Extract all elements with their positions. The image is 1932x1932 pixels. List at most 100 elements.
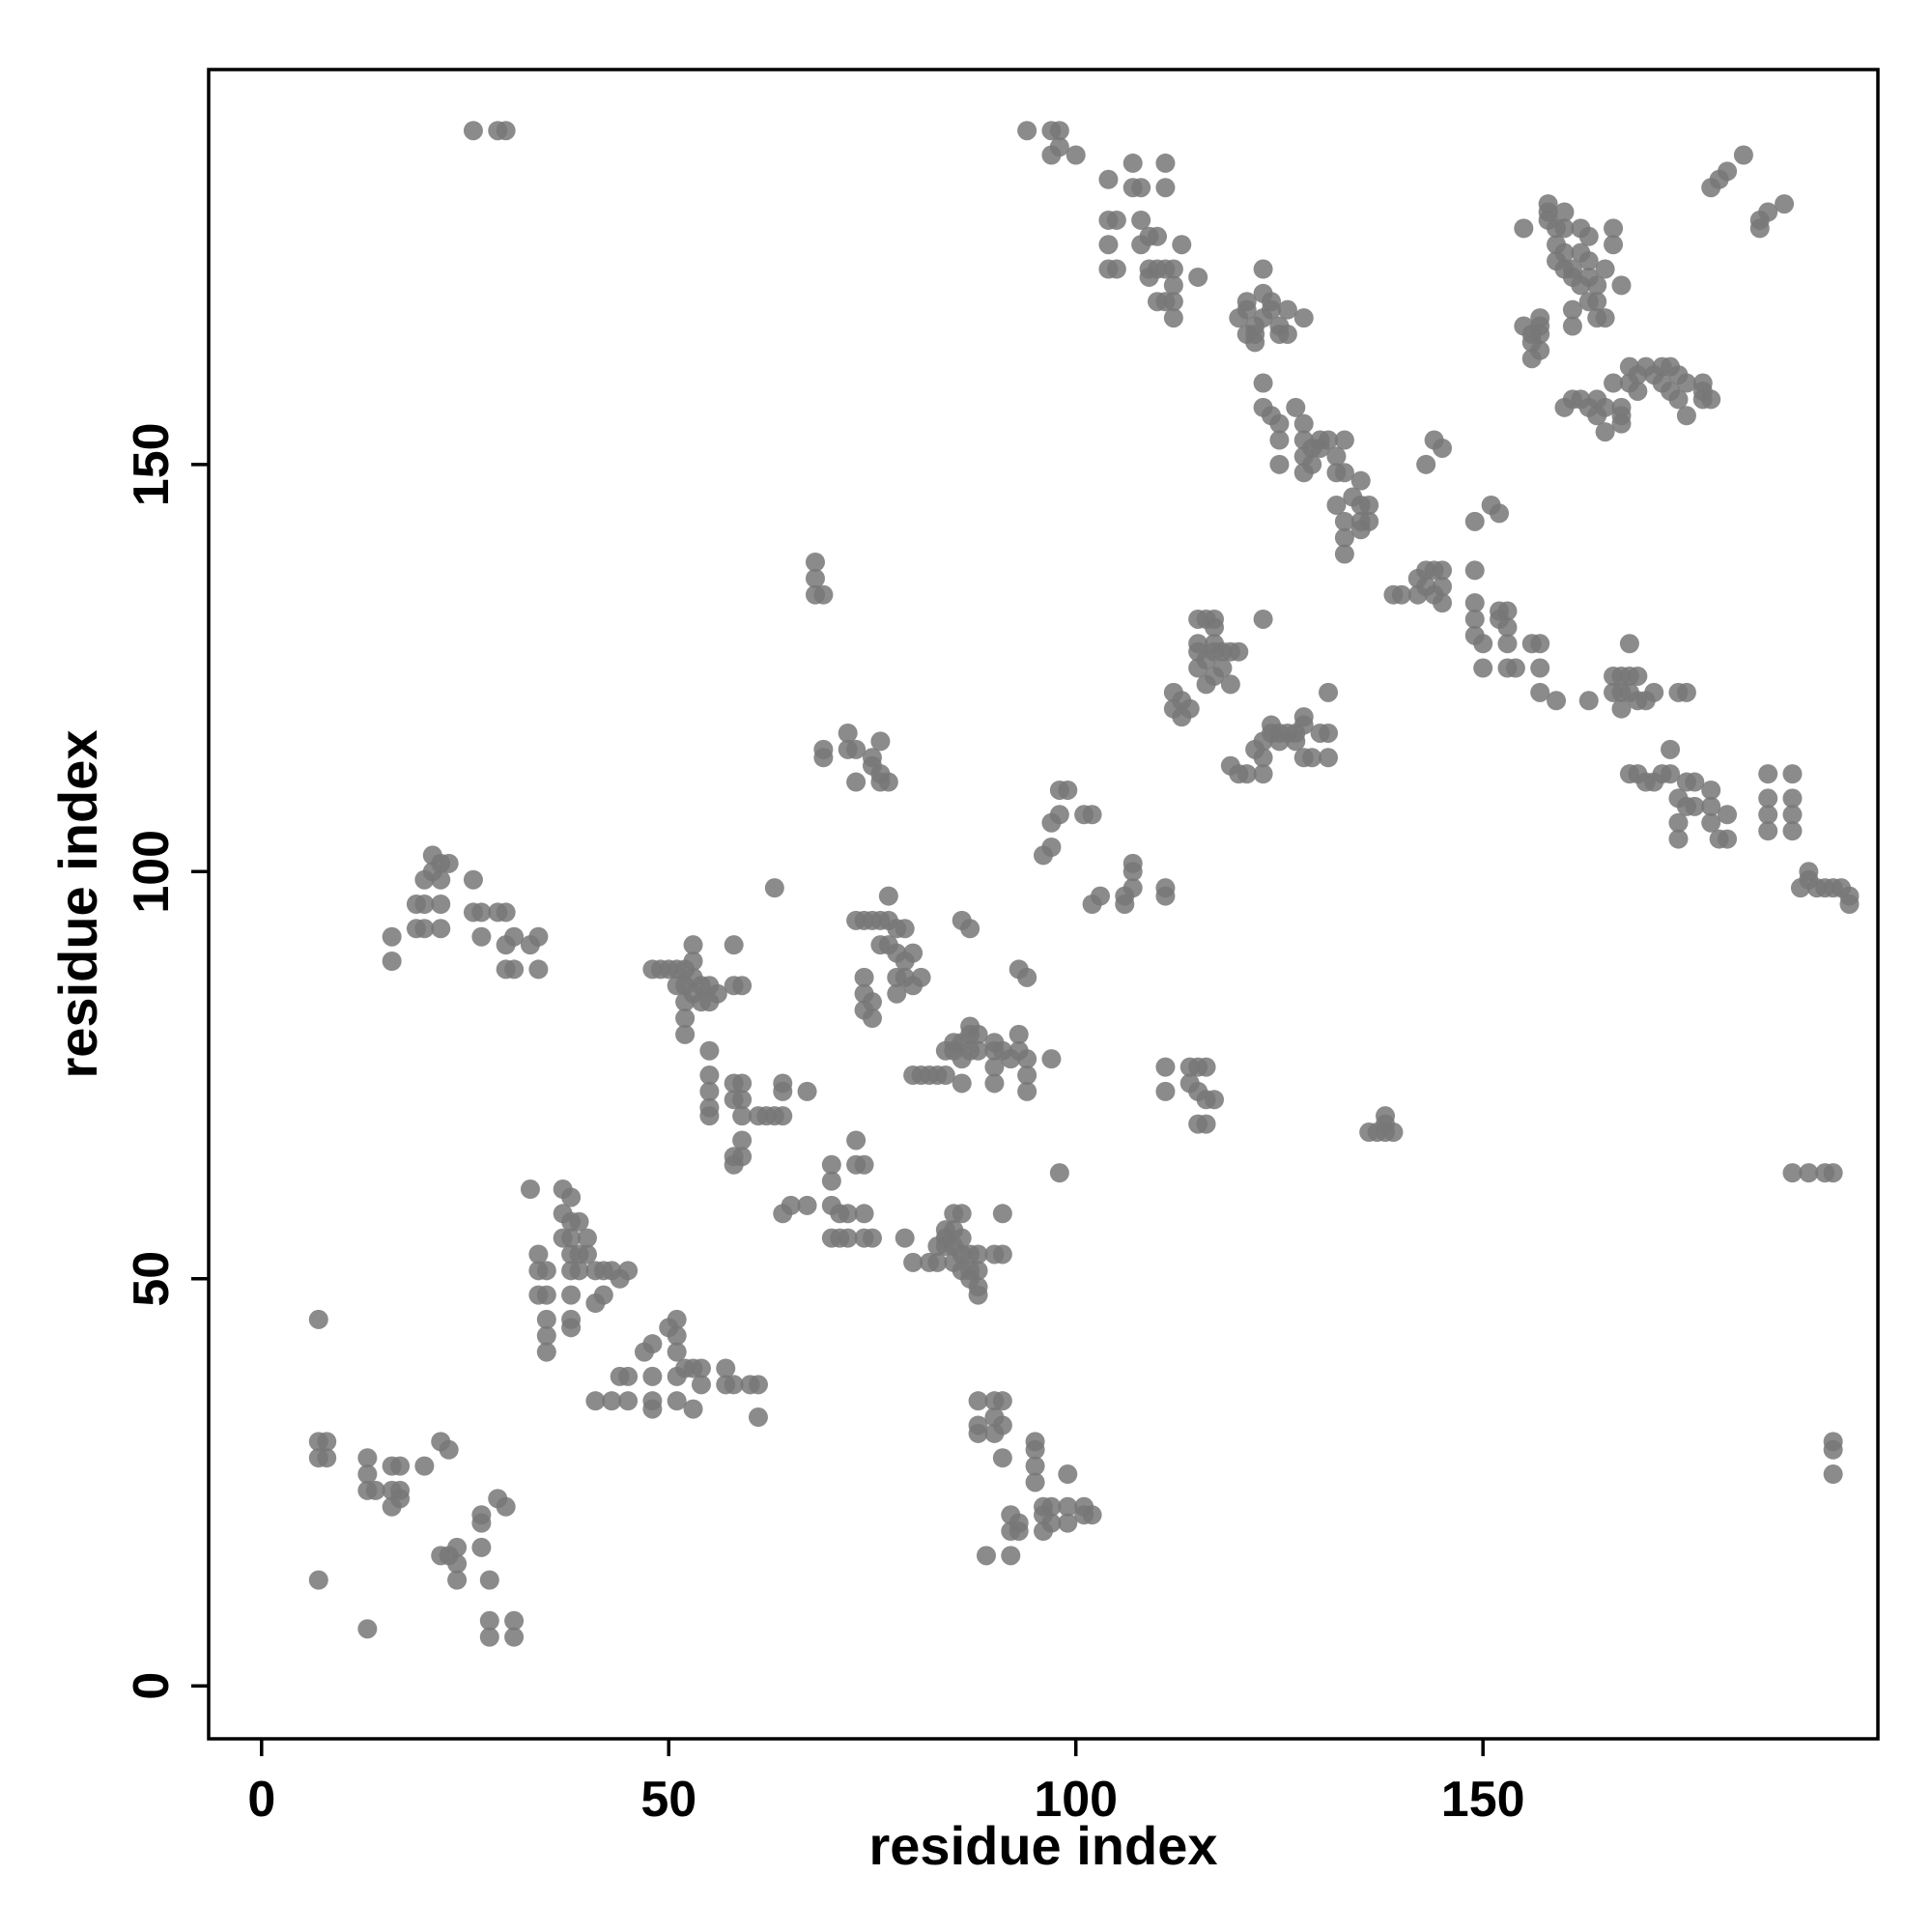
data-point <box>357 1464 378 1485</box>
data-point <box>561 1228 582 1248</box>
data-point <box>1464 593 1485 613</box>
data-point <box>1758 805 1778 825</box>
data-points <box>308 121 1860 1647</box>
data-point <box>1262 299 1282 320</box>
data-point <box>1578 251 1599 271</box>
data-point <box>1041 837 1062 857</box>
data-point <box>968 1285 988 1305</box>
data-point <box>854 1154 874 1175</box>
plot-frame <box>207 68 1880 1741</box>
data-point <box>390 1489 411 1509</box>
data-point <box>1676 682 1696 702</box>
data-point <box>536 1285 556 1305</box>
data-point <box>536 1325 556 1346</box>
data-point <box>813 739 834 759</box>
data-point <box>1302 748 1322 768</box>
data-point <box>862 748 882 768</box>
data-point <box>732 1130 753 1151</box>
data-point <box>1733 145 1753 165</box>
data-point <box>1554 242 1575 263</box>
data-point <box>577 1228 597 1248</box>
data-point <box>878 772 898 792</box>
data-point <box>1676 373 1696 393</box>
data-point <box>561 1187 582 1208</box>
data-point <box>732 1090 753 1110</box>
data-point <box>1758 202 1778 222</box>
data-point <box>1106 259 1126 279</box>
data-point <box>1253 373 1273 393</box>
data-point <box>1464 511 1485 531</box>
data-point <box>520 1179 540 1200</box>
data-point <box>1025 1432 1045 1452</box>
data-point <box>1782 805 1803 825</box>
data-point <box>308 1570 328 1590</box>
data-point <box>1644 682 1664 702</box>
data-point <box>846 739 867 759</box>
data-point <box>642 1366 663 1386</box>
y-tick-label: 50 <box>124 1251 180 1307</box>
data-point <box>618 1261 639 1281</box>
data-point <box>1416 454 1436 474</box>
data-point <box>431 895 451 914</box>
data-point <box>1497 634 1518 654</box>
data-point <box>1148 226 1168 246</box>
y-axis-title: residue index <box>47 729 108 1078</box>
data-point <box>911 967 931 987</box>
data-point <box>1212 658 1233 678</box>
data-point <box>1302 454 1322 474</box>
data-point <box>1091 886 1111 906</box>
data-point <box>1554 202 1575 222</box>
data-point <box>1269 454 1290 474</box>
data-point <box>1229 641 1249 662</box>
data-point <box>683 952 703 972</box>
data-point <box>1628 381 1648 401</box>
data-point <box>732 976 753 996</box>
data-point <box>357 1619 378 1639</box>
data-point <box>1326 446 1347 467</box>
data-point <box>585 1391 606 1411</box>
data-point <box>1376 1106 1396 1126</box>
data-point <box>1058 780 1078 800</box>
data-point <box>1433 560 1453 581</box>
data-point <box>1547 691 1567 711</box>
data-point <box>862 1228 882 1248</box>
data-point <box>1245 332 1265 353</box>
data-point <box>1433 593 1453 613</box>
data-point <box>732 1147 753 1167</box>
data-point <box>960 919 980 939</box>
data-point <box>992 1391 1012 1411</box>
data-point <box>1106 210 1126 230</box>
data-point <box>1334 511 1354 531</box>
data-point <box>1236 299 1257 320</box>
data-point <box>1188 634 1208 654</box>
data-point <box>1236 764 1257 784</box>
data-point <box>748 1407 768 1428</box>
data-point <box>1823 1163 1843 1183</box>
data-point <box>895 1228 915 1248</box>
data-point <box>1122 853 1143 873</box>
data-point <box>675 1024 696 1044</box>
x-tick-label: 150 <box>1441 1772 1525 1828</box>
data-point <box>1587 292 1607 312</box>
data-point <box>1098 169 1119 189</box>
data-point <box>1668 812 1689 833</box>
data-point <box>1595 308 1615 328</box>
data-point <box>838 723 858 743</box>
data-point <box>447 1570 468 1590</box>
data-point <box>1025 1456 1045 1476</box>
data-point <box>968 1423 988 1443</box>
data-point <box>797 1081 817 1101</box>
data-point <box>1041 145 1062 165</box>
data-point <box>976 1546 996 1566</box>
data-point <box>1497 617 1518 638</box>
data-point <box>716 1358 736 1378</box>
data-point <box>1530 634 1550 654</box>
data-point <box>1578 226 1599 246</box>
data-point <box>699 1081 720 1101</box>
data-point <box>1562 299 1582 320</box>
data-point <box>887 983 907 1004</box>
data-point <box>569 1211 589 1232</box>
data-point <box>1253 764 1273 784</box>
data-point <box>748 1375 768 1395</box>
